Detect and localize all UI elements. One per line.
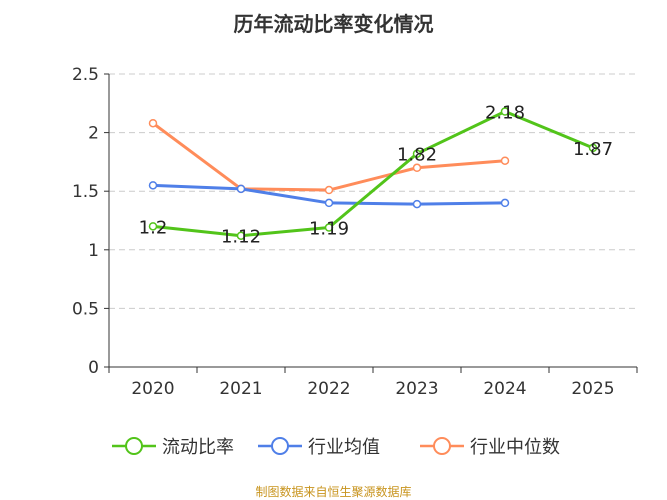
y-tick-label: 0.5 (72, 299, 99, 319)
data-point (588, 143, 598, 153)
data-point (500, 156, 510, 165)
data-point (148, 118, 158, 128)
x-tick-label: 2025 (571, 379, 614, 399)
data-label: 1.82 (397, 145, 437, 166)
chart-title: 历年流动比率变化情况 (233, 12, 434, 36)
legend-label: 流动比率 (162, 437, 234, 458)
legend-marker (271, 437, 289, 455)
data-point (324, 185, 334, 195)
x-tick-label: 2024 (483, 379, 526, 399)
data-label: 1.87 (573, 139, 613, 160)
y-tick-label: 0 (88, 358, 99, 378)
data-point (236, 184, 246, 194)
source-note: 制图数据来自恒生聚源数据库 (255, 485, 412, 499)
y-tick-label: 1 (88, 241, 99, 261)
x-tick-label: 2021 (219, 379, 262, 399)
series-line-2 (152, 122, 506, 192)
y-tick-label: 2 (88, 124, 99, 144)
data-label: 1.19 (309, 219, 349, 240)
data-point (236, 231, 246, 240)
data-point (148, 181, 158, 190)
legend-label: 行业均值 (308, 437, 380, 458)
series-line-0 (152, 110, 594, 238)
data-label: 1.12 (221, 227, 261, 248)
data-label: 2.18 (485, 103, 525, 124)
data-point (324, 223, 334, 232)
data-point (148, 222, 158, 231)
data-point (412, 199, 422, 209)
legend-marker (125, 437, 143, 455)
data-point (500, 107, 510, 116)
x-tick-label: 2022 (307, 379, 350, 399)
y-tick-label: 1.5 (72, 182, 99, 202)
y-tick-label: 2.5 (72, 65, 99, 85)
data-point (324, 198, 334, 208)
data-point (412, 163, 422, 173)
legend-label: 行业中位数 (470, 437, 560, 458)
data-label: 1.2 (139, 217, 168, 238)
x-tick-label: 2020 (131, 379, 174, 399)
x-tick-label: 2023 (395, 379, 438, 399)
data-point (412, 149, 422, 158)
data-point (500, 198, 510, 208)
legend-marker (433, 437, 451, 455)
